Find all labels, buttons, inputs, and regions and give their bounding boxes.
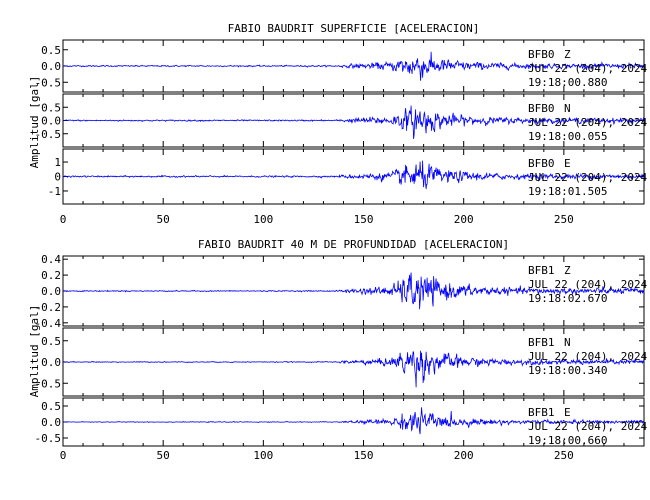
date-label: JUL 22 (204), 2024 [528,420,648,433]
date-label: JUL 22 (204), 2024 [528,350,648,363]
x-tick-label: 250 [554,213,574,226]
waveform-trace [62,350,645,388]
component-label: E [564,406,571,419]
waveform-trace [62,272,645,310]
component-label: Z [564,264,571,277]
waveform-trace [62,105,645,140]
y-tick-label: 0.0 [41,356,61,369]
y-tick-label: -0.5 [35,432,62,445]
time-label: 19:18:02.670 [528,292,607,305]
date-label: JUL 22 (204), 2024 [528,278,648,291]
y-tick-label: 0.0 [41,416,61,429]
y-tick-label: 0.5 [41,400,61,413]
y-tick-label: 0 [54,171,61,184]
x-tick-label: 150 [354,449,374,462]
station-label: BFB1 [528,264,555,277]
time-label: 19:18:00.880 [528,76,607,89]
time-label: 19:18:00.055 [528,130,607,143]
y-tick-label: -0.5 [35,76,62,89]
station-label: BFB1 [528,406,555,419]
y-tick-label: -0.5 [35,128,62,141]
y-tick-label: 0.0 [41,115,61,128]
x-tick-label: 100 [253,449,273,462]
station-label: BFB1 [528,336,555,349]
waveform-trace [62,160,645,190]
y-tick-label: 0.2 [41,269,61,282]
x-tick-label: 200 [454,213,474,226]
x-tick-label: 0 [60,449,67,462]
component-label: Z [564,48,571,61]
y-tick-label: 0.0 [41,285,61,298]
x-tick-label: 50 [157,213,170,226]
station-label: BFB0 [528,48,555,61]
x-tick-label: 50 [157,449,170,462]
station-label: BFB0 [528,157,555,170]
date-label: JUL 22 (204), 2024 [528,62,648,75]
y-tick-label: 0.4 [41,253,61,266]
y-axis-label: Amplitud [gal] [28,305,41,398]
y-tick-label: -0.4 [35,317,62,330]
waveform-trace [62,407,645,435]
chart-group-2: FABIO BAUDRIT 40 M DE PROFUNDIDAD [ACELE… [28,238,648,462]
y-tick-label: -1 [48,185,61,198]
date-label: JUL 22 (204), 2024 [528,116,648,129]
x-tick-label: 250 [554,449,574,462]
y-tick-label: -0.5 [35,377,62,390]
x-tick-label: 200 [454,449,474,462]
y-tick-label: 0.5 [41,335,61,348]
y-tick-label: 0.0 [41,60,61,73]
time-label: 19:18:00.340 [528,364,607,377]
component-label: E [564,157,571,170]
y-tick-label: -0.2 [35,301,62,314]
y-tick-label: 1 [54,156,61,169]
y-axis-label: Amplitud [gal] [28,76,41,169]
component-label: N [564,336,571,349]
waveform-trace [62,51,645,81]
chart-group-1: FABIO BAUDRIT SUPERFICIE [ACELERACION] Am… [28,22,648,226]
chart-title: FABIO BAUDRIT 40 M DE PROFUNDIDAD [ACELE… [198,238,509,251]
component-label: N [564,102,571,115]
x-tick-label: 0 [60,213,67,226]
chart-title: FABIO BAUDRIT SUPERFICIE [ACELERACION] [228,22,480,35]
time-label: 19:18:00.660 [528,434,607,447]
y-tick-label: 0.5 [41,101,61,114]
time-label: 19:18:01.505 [528,185,607,198]
x-tick-label: 100 [253,213,273,226]
y-tick-label: 0.5 [41,44,61,57]
date-label: JUL 22 (204), 2024 [528,171,648,184]
x-tick-label: 150 [354,213,374,226]
station-label: BFB0 [528,102,555,115]
